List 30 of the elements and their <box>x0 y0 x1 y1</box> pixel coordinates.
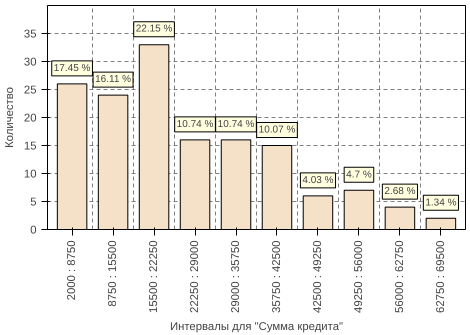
x-tick-label: 15500 : 22250 <box>148 240 160 313</box>
annotation: 4.7 % <box>346 169 372 180</box>
x-tick-label: 2000 : 8750 <box>66 240 78 300</box>
x-axis-title: Интервалы для "Сумма кредита" <box>170 320 344 333</box>
x-tick-label: 49250 : 56000 <box>352 240 365 313</box>
annotation: 10.74 % <box>218 118 254 130</box>
x-tick-label: 35750 : 42500 <box>270 240 283 313</box>
annotation: 22.15 % <box>136 24 173 35</box>
y-tick-label: 25 <box>24 84 37 96</box>
y-tick-label: 5 <box>30 196 37 208</box>
y-axis-title: Количество <box>4 87 16 148</box>
x-tick-label: 62750 : 69500 <box>434 240 447 313</box>
y-tick-label: 10 <box>24 168 37 180</box>
annotation: 1.34 % <box>425 197 457 208</box>
y-tick-label: 35 <box>24 28 37 40</box>
y-tick-label: 30 <box>24 56 37 68</box>
y-tick-label: 0 <box>30 224 37 236</box>
y-tick-label: 20 <box>24 112 37 124</box>
x-tick-label: 56000 : 62750 <box>394 240 406 313</box>
y-tick-label: 15 <box>24 140 37 152</box>
x-tick-label: 22250 : 29000 <box>189 240 202 313</box>
x-tick-label: 42500 : 49250 <box>312 240 324 313</box>
annotation: 2.68 % <box>384 186 416 198</box>
annotation: 10.74 % <box>176 118 214 130</box>
annotation: 4.03 % <box>302 174 334 186</box>
annotation: 10.07 % <box>258 124 296 136</box>
x-tick-label: 8750 : 15500 <box>107 240 120 307</box>
annotation: 17.45 % <box>54 62 91 74</box>
annotation: 16.11 % <box>95 74 132 86</box>
x-tick-label: 29000 : 35750 <box>230 240 242 313</box>
